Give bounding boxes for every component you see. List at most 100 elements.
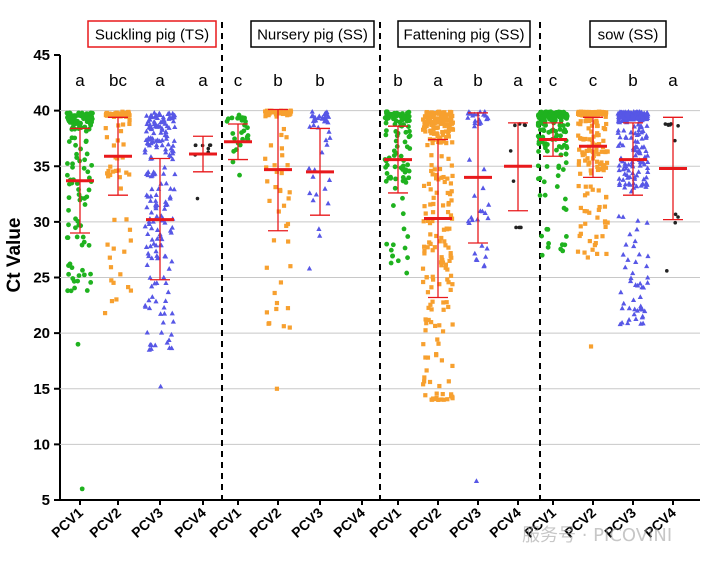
data-point-pcv3	[326, 177, 333, 182]
data-point-pcv3	[636, 251, 642, 257]
data-point-pcv2	[428, 302, 433, 307]
data-point-pcv2	[124, 217, 129, 222]
data-point-pcv2	[440, 120, 446, 125]
data-point-pcv2	[445, 277, 450, 282]
data-point-pcv2	[434, 120, 439, 125]
data-point-pcv2	[431, 127, 436, 132]
data-point-pcv3	[153, 242, 159, 248]
data-point-pcv3	[640, 320, 646, 326]
data-point-pcv3	[154, 280, 160, 286]
data-point-pcv3	[327, 135, 333, 140]
data-point-pcv1	[232, 136, 237, 142]
data-point-pcv3	[154, 115, 160, 121]
y-tick-label: 20	[33, 325, 50, 342]
data-point-pcv2	[437, 117, 442, 123]
data-point-pcv2	[425, 290, 431, 295]
data-point-pcv1	[404, 144, 410, 150]
data-point-pcv3	[615, 130, 621, 135]
data-point-pcv2	[590, 187, 595, 192]
data-point-pcv3	[144, 262, 150, 267]
data-point-pcv3	[635, 218, 641, 223]
data-point-pcv3	[154, 236, 160, 241]
data-point-pcv1	[535, 163, 541, 169]
data-point-pcv3	[623, 163, 629, 169]
data-point-pcv2	[276, 109, 282, 114]
data-point-pcv2	[603, 114, 608, 119]
data-point-pcv2	[589, 137, 595, 143]
data-point-pcv3	[472, 118, 478, 123]
data-point-pcv2	[593, 241, 598, 246]
data-point-pcv2	[421, 125, 427, 130]
data-point-pcv1	[558, 246, 564, 252]
data-point-pcv1	[542, 192, 548, 198]
data-point-pcv3	[640, 115, 646, 121]
data-point-pcv3	[620, 114, 626, 119]
data-point-pcv4	[511, 179, 516, 183]
data-point-pcv3	[163, 298, 169, 303]
data-point-pcv2	[584, 148, 589, 154]
x-tick-label: PCV4	[171, 504, 209, 541]
data-point-pcv2	[449, 121, 455, 126]
panel-label: Nursery pig (SS)	[257, 27, 368, 44]
data-point-pcv1	[390, 253, 396, 259]
data-point-pcv3	[146, 347, 152, 352]
data-point-pcv3	[621, 127, 627, 133]
panel-label-box	[250, 20, 375, 48]
data-point-pcv3	[153, 142, 160, 148]
data-point-pcv3	[148, 154, 154, 159]
data-point-pcv3	[469, 217, 475, 223]
data-point-pcv2	[442, 123, 447, 129]
data-point-pcv3	[620, 177, 626, 182]
data-point-pcv3	[639, 306, 645, 312]
data-point-pcv2	[288, 264, 293, 269]
data-point-pcv3	[158, 311, 164, 316]
data-point-pcv3	[635, 148, 641, 154]
data-point-pcv2	[268, 143, 274, 148]
data-point-pcv4	[508, 149, 513, 153]
data-point-pcv1	[557, 123, 563, 128]
data-point-pcv1	[384, 171, 390, 176]
data-point-pcv2	[433, 176, 439, 181]
data-point-pcv3	[624, 172, 630, 178]
data-point-pcv1	[390, 242, 396, 248]
data-point-pcv2	[447, 258, 452, 263]
data-point-pcv2	[580, 150, 585, 155]
significance-letter: b	[315, 71, 324, 90]
data-point-pcv2	[428, 113, 433, 118]
data-point-pcv2	[107, 255, 112, 260]
panel-label-box	[589, 20, 667, 48]
data-point-pcv3	[623, 116, 629, 122]
data-point-pcv2	[602, 219, 608, 224]
data-point-pcv2	[596, 188, 601, 193]
data-point-pcv3	[645, 253, 651, 259]
data-point-pcv1	[66, 195, 72, 201]
data-point-pcv2	[281, 203, 287, 208]
data-point-pcv3	[162, 164, 168, 170]
data-point-pcv1	[65, 115, 71, 121]
data-point-pcv3	[322, 110, 328, 115]
data-point-pcv2	[441, 397, 446, 402]
data-point-pcv3	[325, 114, 332, 119]
data-point-pcv4	[665, 269, 669, 273]
data-point-pcv3	[164, 339, 170, 345]
data-point-pcv3	[325, 200, 331, 206]
data-point-pcv3	[154, 227, 161, 232]
data-point-pcv1	[538, 109, 544, 115]
significance-letter: a	[198, 71, 208, 90]
data-point-pcv1	[541, 179, 547, 185]
data-point-pcv1	[403, 180, 409, 185]
data-point-pcv3	[148, 173, 154, 179]
data-point-pcv3	[626, 167, 632, 173]
data-point-pcv3	[645, 159, 651, 165]
data-point-pcv2	[439, 255, 444, 260]
data-point-pcv2	[430, 172, 435, 177]
data-point-pcv3	[631, 243, 637, 249]
data-point-pcv2	[274, 169, 279, 174]
data-point-pcv2	[583, 184, 588, 189]
data-point-pcv2	[587, 137, 592, 142]
data-point-pcv1	[74, 234, 80, 240]
data-point-pcv1	[535, 176, 541, 182]
data-point-pcv2	[113, 168, 119, 173]
data-point-pcv3	[170, 318, 176, 324]
significance-letter: b	[628, 71, 637, 90]
